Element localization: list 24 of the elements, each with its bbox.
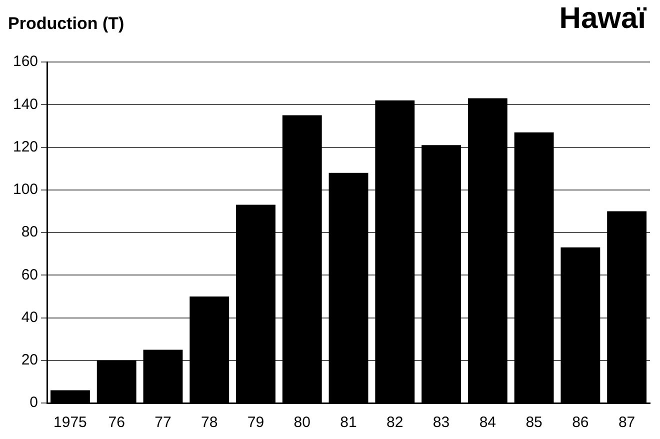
y-tick-label: 100	[12, 181, 38, 198]
y-tick-label: 20	[21, 352, 38, 369]
y-tick-label: 40	[21, 308, 38, 326]
x-tick-label: 83	[432, 414, 450, 432]
x-tick-label: 81	[340, 414, 357, 432]
y-tick-label: 0	[30, 394, 38, 412]
x-tick-label: 85	[526, 414, 542, 432]
y-tick-label: 60	[21, 266, 38, 284]
y-tick-label: 120	[12, 138, 38, 156]
x-tick-label: 87	[618, 414, 636, 432]
x-tick-label: 78	[201, 414, 218, 432]
x-tick-label: 82	[386, 414, 404, 432]
y-axis-title: Production (T)	[8, 14, 124, 34]
chart-title: Hawaï	[559, 2, 646, 36]
y-tick-label: 80	[21, 224, 38, 241]
x-tick-label: 77	[154, 414, 172, 432]
x-tick-label: 80	[294, 414, 310, 432]
x-tick-label: 86	[572, 414, 589, 432]
y-tick-label: 160	[12, 53, 38, 70]
y-tick-label: 140	[12, 96, 38, 113]
x-tick-label: 84	[479, 414, 496, 432]
x-tick-label: 79	[247, 414, 264, 432]
x-tick-label: 76	[108, 414, 125, 432]
x-tick-label: 1975	[54, 414, 87, 432]
